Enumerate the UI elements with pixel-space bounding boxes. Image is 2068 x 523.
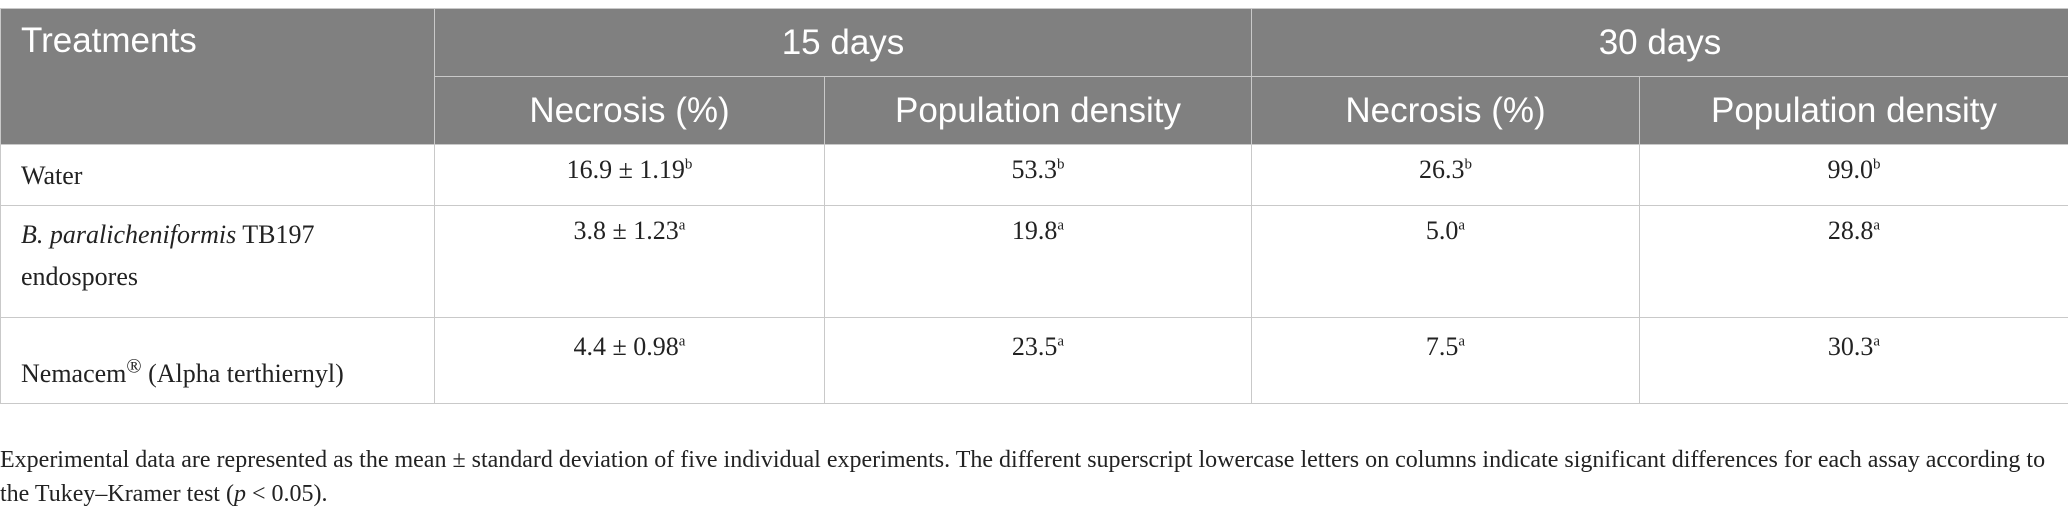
- cell-30-population: 99.0b: [1639, 144, 2068, 206]
- cell-30-necrosis: 26.3b: [1251, 144, 1640, 206]
- header-treatments: Treatments: [0, 8, 435, 145]
- significance-letter: a: [678, 333, 686, 350]
- cell-15-necrosis: 3.8 ± 1.23a: [434, 205, 825, 318]
- value: 4.4 ± 0.98: [573, 332, 679, 361]
- value: 26.3: [1419, 155, 1465, 184]
- treatment-name: B. paralicheniformis TB197 endospores: [0, 205, 435, 318]
- table-row: Water 16.9 ± 1.19b 53.3b 26.3b 99.0b: [0, 144, 2068, 206]
- results-table: Treatments 15 days 30 days Necrosis (%) …: [0, 8, 2068, 404]
- cell-15-population: 19.8a: [824, 205, 1252, 318]
- value: 99.0: [1827, 155, 1874, 184]
- cell-30-necrosis: 7.5a: [1251, 317, 1640, 404]
- treatment-detail: (Alpha terthiernyl): [141, 359, 344, 388]
- species-name: B. paralicheniformis: [21, 220, 237, 249]
- cell-15-necrosis: 4.4 ± 0.98a: [434, 317, 825, 404]
- footnote-text-end: < 0.05).: [245, 481, 328, 507]
- significance-letter: a: [678, 217, 686, 234]
- cell-30-population: 30.3a: [1639, 317, 2068, 404]
- significance-letter: a: [1458, 217, 1466, 234]
- cell-30-necrosis: 5.0a: [1251, 205, 1640, 318]
- value: 30.3: [1827, 332, 1874, 361]
- treatment-label-line2: endospores: [21, 262, 138, 291]
- strain-label: TB197: [236, 220, 315, 249]
- table-row: Nemacem® (Alpha terthiernyl) 4.4 ± 0.98a…: [0, 317, 2068, 404]
- header-15-population-density: Population density: [824, 76, 1252, 145]
- value: 3.8 ± 1.23: [573, 216, 679, 245]
- header-15-necrosis: Necrosis (%): [434, 76, 825, 145]
- cell-15-necrosis: 16.9 ± 1.19b: [434, 144, 825, 206]
- significance-letter: a: [1057, 333, 1065, 350]
- header-30-necrosis: Necrosis (%): [1251, 76, 1640, 145]
- footnote-p-symbol: p: [233, 481, 246, 507]
- cell-15-population: 53.3b: [824, 144, 1252, 206]
- footnote-text: Experimental data are represented as the…: [0, 447, 2046, 507]
- value: 5.0: [1425, 216, 1459, 245]
- treatment-label: Water: [21, 161, 83, 190]
- header-15-days: 15 days: [434, 8, 1252, 77]
- significance-letter: a: [1873, 217, 1881, 234]
- header-30-population-density: Population density: [1639, 76, 2068, 145]
- header-30-days: 30 days: [1251, 8, 2068, 77]
- registered-mark: ®: [126, 355, 142, 378]
- significance-letter: a: [1057, 217, 1065, 234]
- significance-letter: a: [1458, 333, 1466, 350]
- value: 19.8: [1011, 216, 1058, 245]
- value: 16.9 ± 1.19: [566, 155, 685, 184]
- value: 53.3: [1011, 155, 1058, 184]
- significance-letter: b: [1873, 156, 1881, 173]
- value: 23.5: [1011, 332, 1058, 361]
- cell-15-population: 23.5a: [824, 317, 1252, 404]
- significance-letter: b: [1057, 156, 1065, 173]
- value: 7.5: [1425, 332, 1459, 361]
- cell-30-population: 28.8a: [1639, 205, 2068, 318]
- value: 28.8: [1827, 216, 1874, 245]
- significance-letter: a: [1873, 333, 1881, 350]
- table-row: B. paralicheniformis TB197 endospores 3.8…: [0, 205, 2068, 318]
- table-footnote: Experimental data are represented as the…: [0, 443, 2060, 511]
- treatment-name: Water: [0, 144, 435, 206]
- significance-letter: b: [1464, 156, 1473, 173]
- treatment-label: Nemacem: [21, 359, 127, 388]
- significance-letter: b: [684, 156, 693, 173]
- treatment-name: Nemacem® (Alpha terthiernyl): [0, 317, 435, 404]
